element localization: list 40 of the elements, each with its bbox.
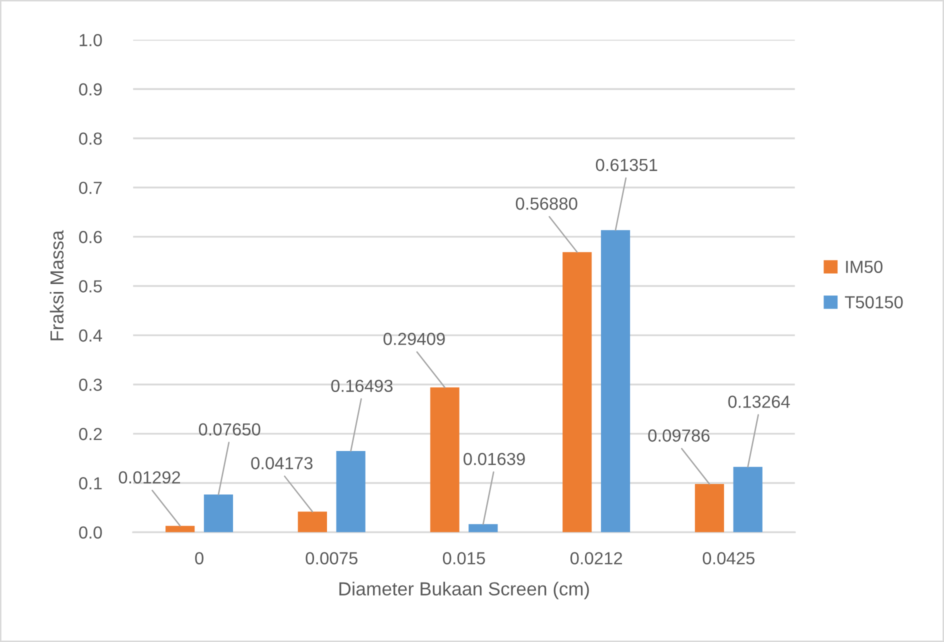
bar [430,387,460,532]
legend-label: IM50 [846,260,882,274]
bar [204,494,234,532]
bar [600,230,630,532]
legend-label: T50150 [844,296,903,308]
y-tick-label: 0.3 [79,378,102,391]
data-label: 0.09786 [648,429,710,442]
data-label: 0.16493 [331,380,393,392]
data-label: 0.01639 [464,452,525,466]
data-label: 0.61351 [596,158,658,172]
x-axis-title: Diameter Bukaan Screen (cm) [339,582,589,600]
y-axis-title: Fraksi Massa [50,230,64,340]
x-tick-label: 0.0212 [570,552,622,564]
x-tick-label: 0.015 [442,552,485,564]
data-label: 0.07650 [198,423,260,436]
bar [336,451,366,532]
y-tick-label: 0.4 [79,329,102,342]
x-tick-label: 0.0425 [702,552,754,564]
data-label: 0.29409 [384,332,445,346]
bar [166,526,195,532]
x-tick-label: 0.0075 [306,552,358,564]
y-tick-label: 0.1 [79,477,102,490]
bar [733,466,762,532]
bar [298,512,327,532]
bar [694,484,724,532]
y-tick-label: 0.2 [79,428,102,440]
data-label: 0.04173 [251,457,312,470]
bar [468,524,498,532]
bar [562,252,592,532]
y-tick-label: 0.0 [79,526,102,539]
y-tick-label: 0.8 [79,132,102,145]
x-tick-label: 0 [195,552,204,564]
data-label: 0.13264 [728,396,790,408]
y-tick-label: 0.6 [79,230,102,244]
y-tick-label: 0.9 [79,83,102,96]
data-label: 0.56880 [516,198,578,210]
y-tick-label: 0.5 [79,280,102,292]
data-label: 0.01292 [118,471,180,484]
y-tick-label: 1.0 [80,34,102,46]
y-tick-label: 0.7 [79,182,102,194]
